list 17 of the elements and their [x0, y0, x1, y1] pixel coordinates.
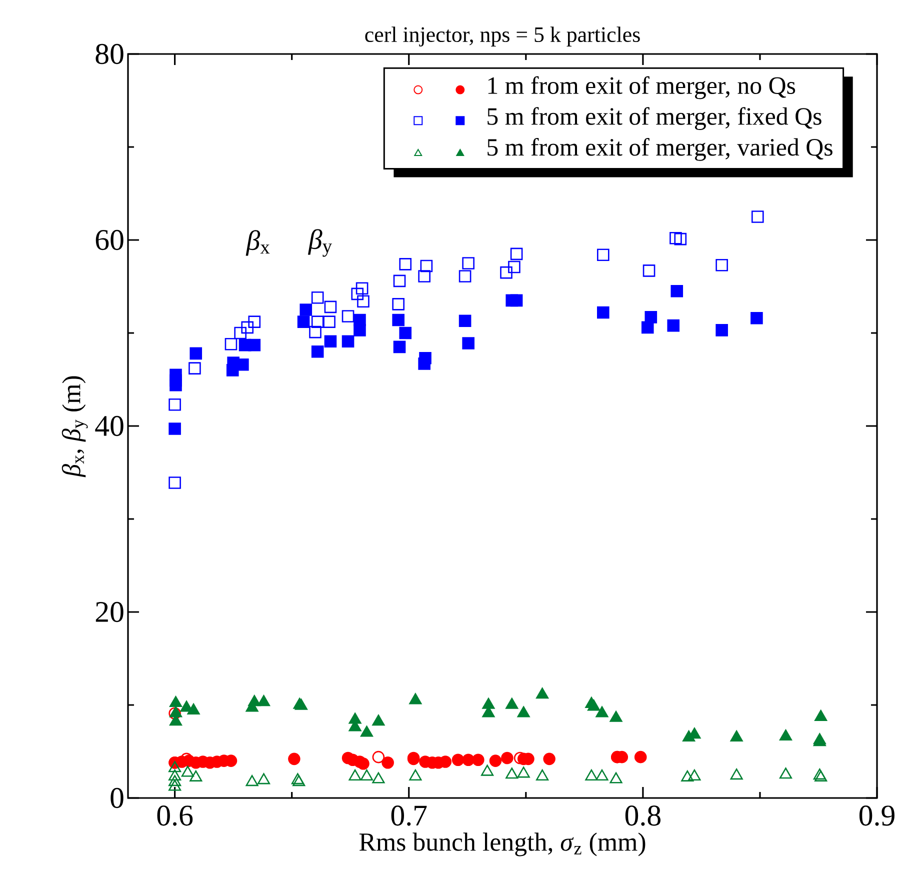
x-axis-title: Rms bunch length, σ$_{z}$ (mm) [359, 832, 646, 856]
y-tick-label: 80 [96, 44, 124, 64]
y-tick-label: 20 [96, 602, 124, 622]
annotation: β$_{y}$ [308, 229, 332, 257]
x-tick-label: 0.9 [859, 806, 894, 826]
legend-label: 5 m from exit of merger, varied Qs [488, 138, 832, 161]
x-tick-label: 0.7 [391, 806, 427, 826]
x-tick-label: 0.8 [625, 806, 660, 826]
y-tick-label: 40 [95, 416, 124, 436]
legend-label: 5 m from exit of merger, fixed Qs [488, 107, 822, 130]
chart-title: cerl injector, nps = 5 k particles [365, 26, 640, 46]
annotation: β$_{x}$ [246, 230, 270, 256]
x-tick-label: 0.6 [157, 806, 193, 826]
y-axis-title: β$_{x}$, β$_{y}$ (m) [62, 376, 88, 478]
legend-label: 1 m from exit of merger, no Qs [488, 76, 796, 100]
y-tick-label: 0 [110, 788, 124, 808]
y-tick-label: 60 [96, 230, 124, 250]
